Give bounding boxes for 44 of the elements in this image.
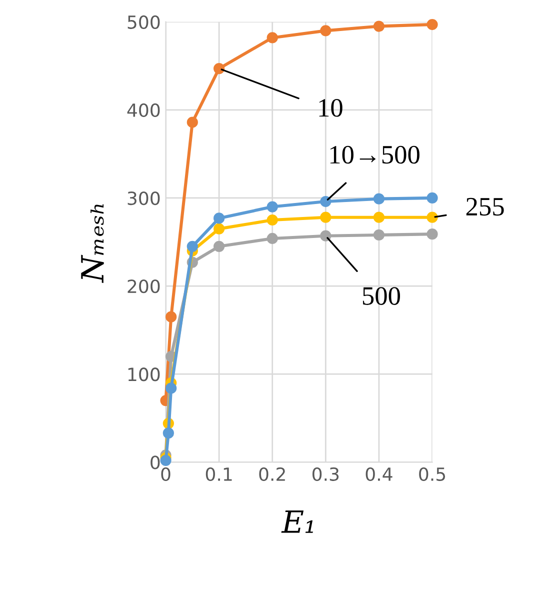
point (426, 212, 438, 223)
point (426, 228, 438, 240)
x-axis-title: E₁ (281, 510, 313, 533)
point (162, 428, 174, 439)
point (266, 214, 278, 226)
point (266, 201, 278, 212)
y-tick-label: 0 (150, 456, 160, 470)
point (166, 311, 177, 322)
point (373, 20, 385, 32)
y-tick-label: 100 (128, 368, 160, 382)
annotation: 10→500 (330, 146, 420, 164)
point (214, 240, 225, 252)
point (266, 32, 278, 44)
point (266, 232, 278, 244)
point (373, 212, 385, 223)
point (214, 223, 225, 234)
point (373, 229, 385, 241)
point (320, 196, 332, 208)
x-tick-label: 0 (161, 467, 170, 481)
point (186, 240, 198, 252)
point (160, 454, 172, 466)
x-tick-label: 0.1 (206, 467, 232, 481)
y-tick-label: 400 (127, 103, 160, 118)
y-axis-title: Nₘₑₛₕ (81, 204, 104, 284)
x-tick-label: 0.4 (366, 467, 392, 481)
y-tick-label: 200 (128, 280, 160, 294)
point (214, 212, 225, 224)
point (426, 192, 438, 204)
point (373, 193, 385, 204)
y-tick-label: 300 (128, 191, 160, 206)
annotation: 10 (319, 99, 342, 117)
point (320, 230, 332, 242)
point (320, 25, 332, 36)
x-tick-label: 0.2 (259, 467, 285, 481)
x-tick-label: 0.5 (419, 467, 446, 481)
x-tick-label: 0.3 (312, 467, 339, 481)
point (166, 382, 177, 394)
point (186, 116, 198, 128)
point (426, 18, 438, 30)
annotation: 500 (362, 287, 400, 305)
y-tick-label: 500 (128, 15, 160, 29)
annotation: 255 (466, 198, 504, 216)
point (320, 212, 332, 223)
point (214, 62, 225, 74)
